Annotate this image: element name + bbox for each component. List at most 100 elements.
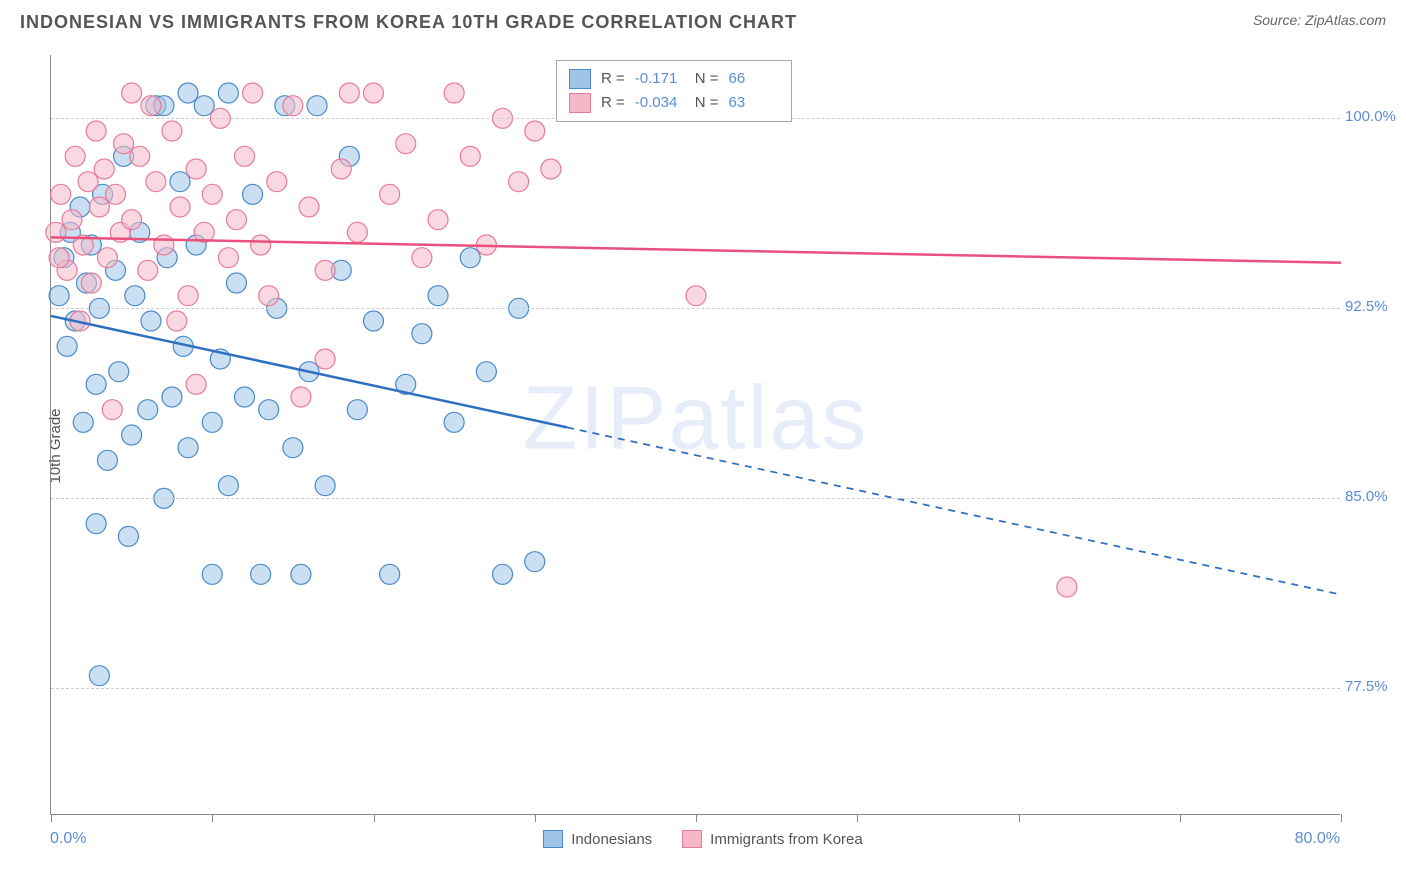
data-point bbox=[476, 362, 496, 382]
y-tick-label: 92.5% bbox=[1345, 298, 1400, 315]
data-point bbox=[178, 83, 198, 103]
y-tick-label: 77.5% bbox=[1345, 678, 1400, 695]
x-tick-mark bbox=[857, 814, 858, 822]
legend-item: Immigrants from Korea bbox=[682, 830, 863, 848]
data-point bbox=[251, 564, 271, 584]
x-tick-mark bbox=[374, 814, 375, 822]
data-point bbox=[202, 564, 222, 584]
data-point bbox=[235, 387, 255, 407]
x-tick-mark bbox=[212, 814, 213, 822]
data-point bbox=[315, 476, 335, 496]
data-point bbox=[186, 374, 206, 394]
data-point bbox=[167, 311, 187, 331]
data-point bbox=[62, 210, 82, 230]
data-point bbox=[525, 121, 545, 141]
data-point bbox=[331, 159, 351, 179]
data-point bbox=[194, 96, 214, 116]
data-point bbox=[97, 248, 117, 268]
data-point bbox=[138, 260, 158, 280]
data-point bbox=[46, 222, 66, 242]
trend-line-dashed bbox=[567, 427, 1341, 594]
legend-label: Indonesians bbox=[571, 831, 652, 848]
source-label: Source: ZipAtlas.com bbox=[1253, 12, 1386, 28]
data-point bbox=[89, 666, 109, 686]
data-point bbox=[186, 159, 206, 179]
data-point bbox=[315, 260, 335, 280]
gridline bbox=[51, 498, 1340, 499]
data-point bbox=[396, 134, 416, 154]
stats-box: R =-0.171N =66R =-0.034N =63 bbox=[556, 60, 792, 122]
x-tick-mark bbox=[1019, 814, 1020, 822]
data-point bbox=[122, 425, 142, 445]
data-point bbox=[178, 438, 198, 458]
data-point bbox=[138, 400, 158, 420]
data-point bbox=[78, 172, 98, 192]
data-point bbox=[118, 526, 138, 546]
data-point bbox=[57, 336, 77, 356]
data-point bbox=[65, 146, 85, 166]
data-point bbox=[49, 248, 69, 268]
legend-swatch-icon bbox=[569, 69, 591, 89]
r-value: -0.034 bbox=[635, 91, 685, 115]
data-point bbox=[364, 83, 384, 103]
data-point bbox=[444, 83, 464, 103]
y-tick-label: 85.0% bbox=[1345, 488, 1400, 505]
x-tick-mark bbox=[51, 814, 52, 822]
data-point bbox=[251, 235, 271, 255]
data-point bbox=[141, 96, 161, 116]
data-point bbox=[412, 248, 432, 268]
legend: Indonesians Immigrants from Korea bbox=[0, 830, 1406, 848]
data-point bbox=[347, 222, 367, 242]
data-point bbox=[428, 210, 448, 230]
data-point bbox=[49, 286, 69, 306]
data-point bbox=[226, 210, 246, 230]
data-point bbox=[291, 564, 311, 584]
data-point bbox=[202, 184, 222, 204]
n-label: N = bbox=[695, 67, 719, 91]
r-label: R = bbox=[601, 91, 625, 115]
legend-item: Indonesians bbox=[543, 830, 652, 848]
data-point bbox=[243, 83, 263, 103]
data-point bbox=[97, 450, 117, 470]
data-point bbox=[460, 248, 480, 268]
data-point bbox=[122, 83, 142, 103]
data-point bbox=[202, 412, 222, 432]
data-point bbox=[86, 374, 106, 394]
gridline bbox=[51, 308, 1340, 309]
data-point bbox=[444, 412, 464, 432]
n-label: N = bbox=[695, 91, 719, 115]
x-tick-mark bbox=[535, 814, 536, 822]
data-point bbox=[493, 564, 513, 584]
data-point bbox=[380, 184, 400, 204]
n-value: 63 bbox=[729, 91, 779, 115]
data-point bbox=[94, 159, 114, 179]
data-point bbox=[125, 286, 145, 306]
data-point bbox=[364, 311, 384, 331]
data-point bbox=[412, 324, 432, 344]
x-tick-mark bbox=[1341, 814, 1342, 822]
data-point bbox=[114, 134, 134, 154]
data-point bbox=[178, 286, 198, 306]
data-point bbox=[102, 400, 122, 420]
data-point bbox=[218, 476, 238, 496]
chart-title: INDONESIAN VS IMMIGRANTS FROM KOREA 10TH… bbox=[20, 12, 797, 33]
data-point bbox=[218, 248, 238, 268]
data-point bbox=[170, 172, 190, 192]
data-point bbox=[218, 83, 238, 103]
data-point bbox=[541, 159, 561, 179]
trend-line-solid bbox=[51, 237, 1341, 262]
stats-row: R =-0.171N =66 bbox=[569, 67, 779, 91]
data-point bbox=[460, 146, 480, 166]
data-point bbox=[170, 197, 190, 217]
data-point bbox=[380, 564, 400, 584]
legend-swatch-icon bbox=[543, 830, 563, 848]
data-point bbox=[51, 184, 71, 204]
data-point bbox=[686, 286, 706, 306]
data-point bbox=[130, 146, 150, 166]
data-point bbox=[315, 349, 335, 369]
data-point bbox=[267, 172, 287, 192]
r-value: -0.171 bbox=[635, 67, 685, 91]
x-tick-mark bbox=[1180, 814, 1181, 822]
data-point bbox=[81, 273, 101, 293]
data-point bbox=[299, 197, 319, 217]
